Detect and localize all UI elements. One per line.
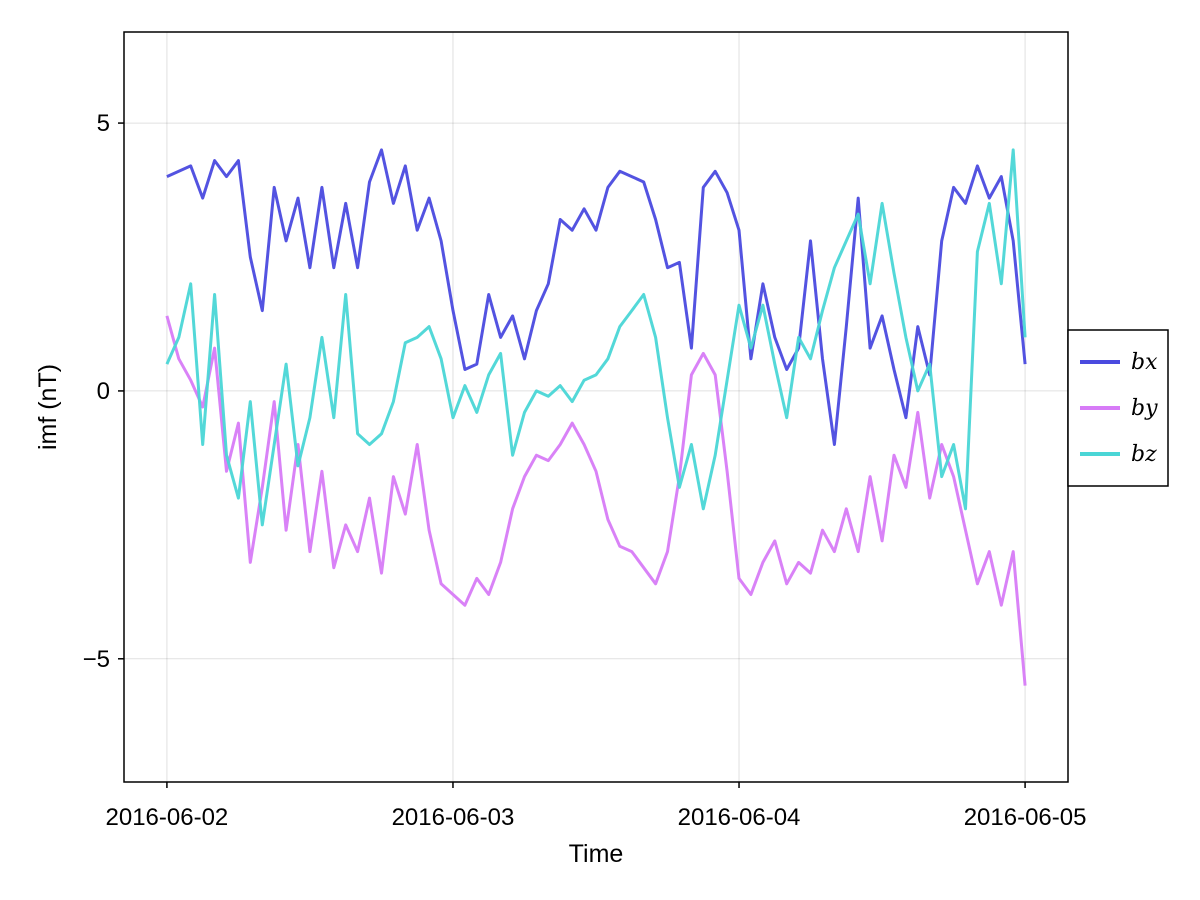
x-axis-title: Time	[569, 840, 624, 868]
legend-label-bz: bz	[1131, 442, 1157, 467]
series-group	[165, 148, 1027, 686]
x-tick-label-3: 2016-06-05	[964, 804, 1087, 831]
series-line-by	[165, 315, 1027, 686]
legend-label-bx: bx	[1131, 350, 1158, 375]
y-axis: 5 0 −5	[83, 110, 124, 673]
series-line-bx	[166, 148, 1027, 446]
y-tick-label-1: 0	[97, 378, 110, 405]
y-tick-label-2: −5	[83, 646, 110, 673]
x-tick-label-0: 2016-06-02	[106, 804, 229, 831]
x-tick-label-2: 2016-06-04	[678, 804, 801, 831]
y-tick-label-0: 5	[97, 110, 110, 137]
x-tick-label-1: 2016-06-03	[392, 804, 515, 831]
legend-label-by: by	[1131, 396, 1158, 421]
y-axis-title: imf (nT)	[34, 364, 62, 450]
series-line-bz	[165, 148, 1027, 527]
legend: bx by bz	[1067, 329, 1169, 487]
x-axis: 2016-06-02 2016-06-03 2016-06-04 2016-06-05	[106, 782, 1087, 831]
